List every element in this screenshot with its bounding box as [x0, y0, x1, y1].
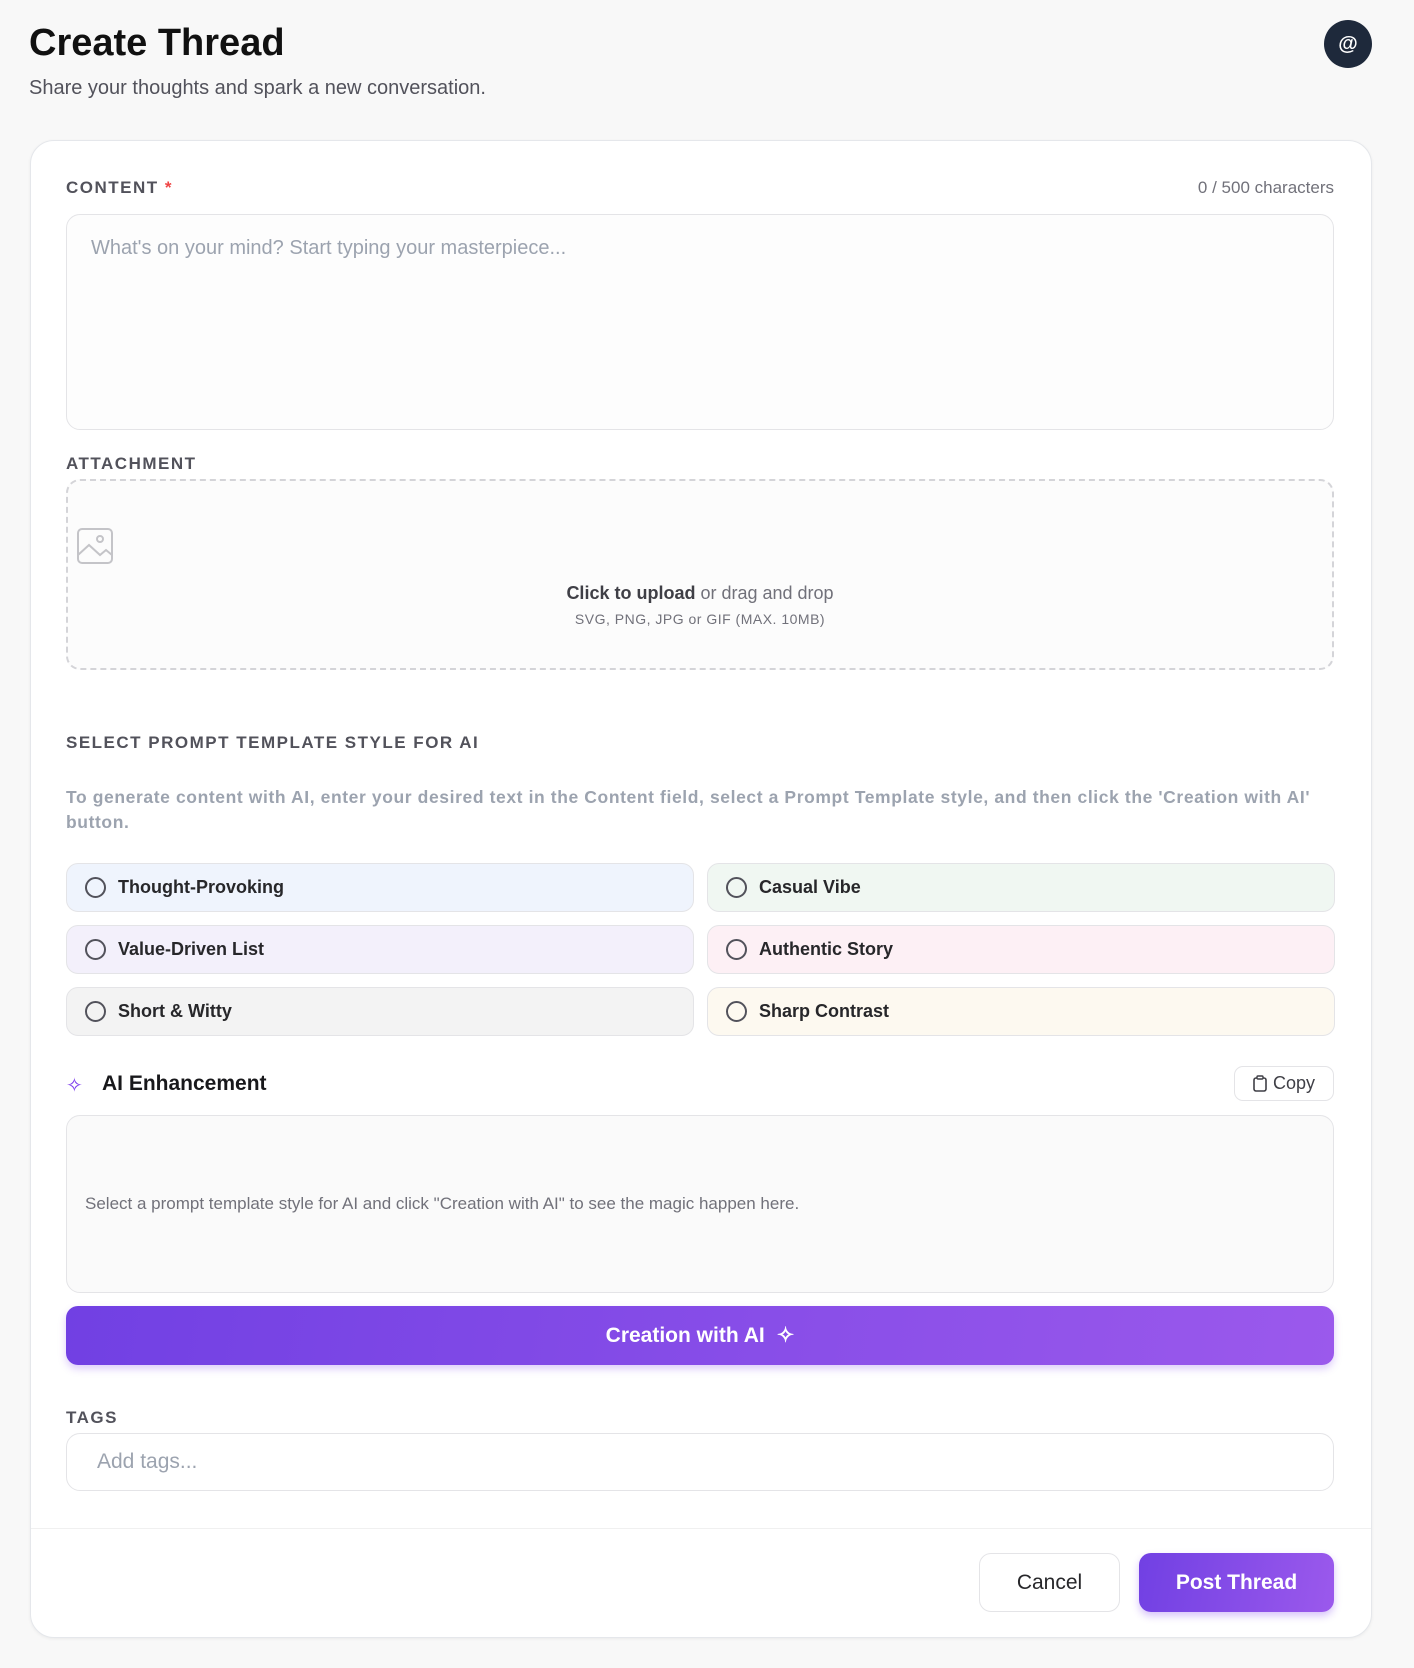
radio-button[interactable]	[726, 1001, 747, 1022]
option-casual-vibe[interactable]: Casual Vibe	[707, 863, 1335, 912]
option-value-driven-list[interactable]: Value-Driven List	[66, 925, 694, 974]
image-icon	[77, 528, 113, 564]
sparkle-icon: ✧	[66, 1075, 83, 1097]
content-label: CONTENT *	[66, 178, 174, 197]
drag-drop-text: or drag and drop	[695, 583, 834, 603]
tags-input[interactable]: Add tags...	[66, 1433, 1334, 1491]
copy-label: Copy	[1272, 1073, 1316, 1093]
option-label: Short & Witty	[118, 1001, 232, 1021]
option-label: Thought-Provoking	[118, 877, 284, 897]
clipboard-icon	[1253, 1075, 1267, 1092]
prompt-description: To generate content with AI, enter your …	[66, 787, 1311, 832]
click-to-upload-link[interactable]: Click to upload	[566, 583, 696, 603]
avatar[interactable]: @	[1324, 20, 1372, 68]
option-short-witty[interactable]: Short & Witty	[66, 987, 694, 1036]
option-authentic-story[interactable]: Authentic Story	[707, 925, 1335, 974]
radio-button[interactable]	[726, 939, 747, 960]
radio-button[interactable]	[726, 877, 747, 898]
page-title: Create Thread	[29, 22, 285, 64]
radio-button[interactable]	[85, 939, 106, 960]
post-thread-button[interactable]: Post Thread	[1139, 1553, 1334, 1612]
upload-dropzone[interactable]: Click to upload or drag and drop SVG, PN…	[66, 479, 1334, 670]
sparkles-icon: ✧	[776, 1324, 795, 1347]
content-textarea[interactable]: What's on your mind? Start typing your m…	[66, 214, 1334, 430]
cancel-button[interactable]: Cancel	[979, 1553, 1120, 1612]
radio-button[interactable]	[85, 1001, 106, 1022]
attachment-label: ATTACHMENT	[66, 454, 197, 473]
option-label: Authentic Story	[759, 939, 894, 959]
option-sharp-contrast[interactable]: Sharp Contrast	[707, 987, 1335, 1036]
ai-output-area[interactable]: Select a prompt template style for AI an…	[66, 1115, 1334, 1293]
character-counter: 0 / 500 characters	[1197, 178, 1334, 197]
footer-divider	[31, 1528, 1371, 1529]
option-label: Value-Driven List	[118, 939, 265, 959]
radio-button[interactable]	[85, 877, 106, 898]
option-label: Casual Vibe	[759, 877, 861, 897]
copy-button[interactable]: Copy	[1234, 1066, 1334, 1101]
upload-formats: SVG, PNG, JPG or GIF (MAX. 10MB)	[574, 611, 826, 627]
required-marker: *	[164, 178, 174, 197]
option-thought-provoking[interactable]: Thought-Provoking	[66, 863, 694, 912]
tags-label: TAGS	[66, 1408, 118, 1427]
page-subtitle: Share your thoughts and spark a new conv…	[29, 77, 486, 99]
upload-instructions: Click to upload or drag and drop	[68, 583, 1332, 604]
creation-label: Creation with AI	[605, 1323, 765, 1347]
creation-with-ai-button[interactable]: Creation with AI ✧	[66, 1306, 1334, 1365]
prompt-style-label: SELECT PROMPT TEMPLATE STYLE FOR AI	[66, 733, 480, 752]
ai-enhancement-title: AI Enhancement	[102, 1072, 267, 1095]
option-label: Sharp Contrast	[759, 1001, 890, 1021]
